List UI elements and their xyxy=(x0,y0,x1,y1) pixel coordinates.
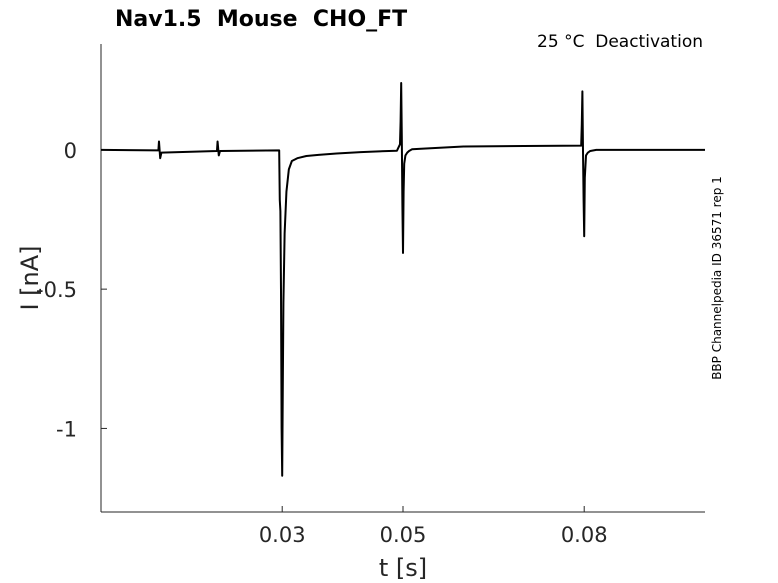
x-ticks: 0.03 0.05 0.08 xyxy=(259,506,608,547)
y-axis-label: I [nA] xyxy=(16,245,44,310)
x-tick-label: 0.03 xyxy=(259,523,306,547)
x-axis-label: t [s] xyxy=(379,554,427,582)
x-tick-label: 0.05 xyxy=(380,523,427,547)
side-label: BBP Channelpedia ID 36571 rep 1 xyxy=(710,176,724,380)
chart-subtitle: 25 °C Deactivation xyxy=(537,32,703,52)
current-trace-line xyxy=(100,82,705,477)
x-tick-label: 0.08 xyxy=(561,523,608,547)
y-tick-label: 0 xyxy=(64,139,77,163)
chart-title: Nav1.5 Mouse CHO_FT xyxy=(115,7,407,32)
series-group xyxy=(100,82,705,477)
y-tick-label: -0.5 xyxy=(36,278,77,302)
y-ticks: 0 -0.5 -1 xyxy=(36,139,107,441)
y-tick-label: -1 xyxy=(56,417,77,441)
